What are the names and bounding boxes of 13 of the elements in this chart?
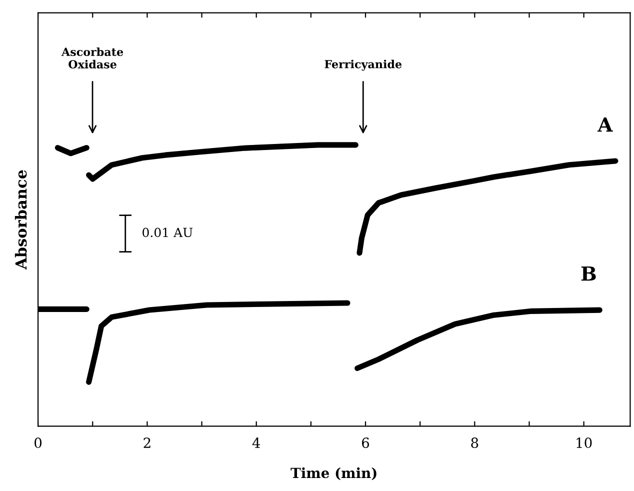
series-label: B — [581, 266, 596, 281]
x-tick-label: 10 — [576, 438, 592, 448]
text: Ferricyanide — [324, 60, 402, 71]
x-tick-label: 4 — [252, 438, 260, 448]
text: Ascorbate Oxidase — [61, 47, 124, 68]
annotation: 0.01 AU — [142, 228, 193, 238]
x-axis-title: Time (min) — [290, 467, 376, 480]
y-axis-title: Absorbance — [14, 170, 27, 270]
series-label: A — [597, 117, 613, 132]
x-tick-label: 6 — [362, 438, 370, 448]
x-tick-label: 2 — [144, 438, 150, 448]
x-tick-label: 0 — [34, 438, 42, 448]
x-tick-label: 8 — [471, 438, 478, 448]
